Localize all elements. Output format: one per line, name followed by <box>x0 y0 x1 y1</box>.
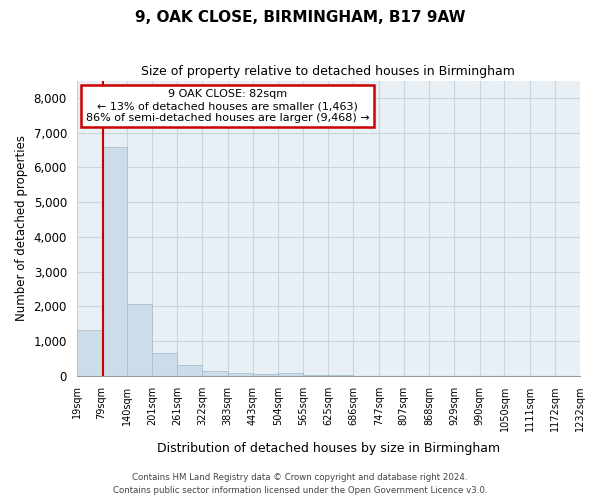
Bar <box>152 353 177 376</box>
Bar <box>202 371 227 376</box>
Bar <box>127 304 152 376</box>
Bar <box>227 373 253 376</box>
Text: 9 OAK CLOSE: 82sqm
← 13% of detached houses are smaller (1,463)
86% of semi-deta: 9 OAK CLOSE: 82sqm ← 13% of detached hou… <box>86 90 370 122</box>
Y-axis label: Number of detached properties: Number of detached properties <box>15 135 28 321</box>
Bar <box>278 372 303 376</box>
Bar <box>77 330 101 376</box>
Text: Contains HM Land Registry data © Crown copyright and database right 2024.
Contai: Contains HM Land Registry data © Crown c… <box>113 474 487 495</box>
Text: 9, OAK CLOSE, BIRMINGHAM, B17 9AW: 9, OAK CLOSE, BIRMINGHAM, B17 9AW <box>135 10 465 25</box>
Title: Size of property relative to detached houses in Birmingham: Size of property relative to detached ho… <box>142 65 515 78</box>
Bar <box>177 366 202 376</box>
X-axis label: Distribution of detached houses by size in Birmingham: Distribution of detached houses by size … <box>157 442 500 455</box>
Bar <box>253 374 278 376</box>
Bar <box>101 146 127 376</box>
